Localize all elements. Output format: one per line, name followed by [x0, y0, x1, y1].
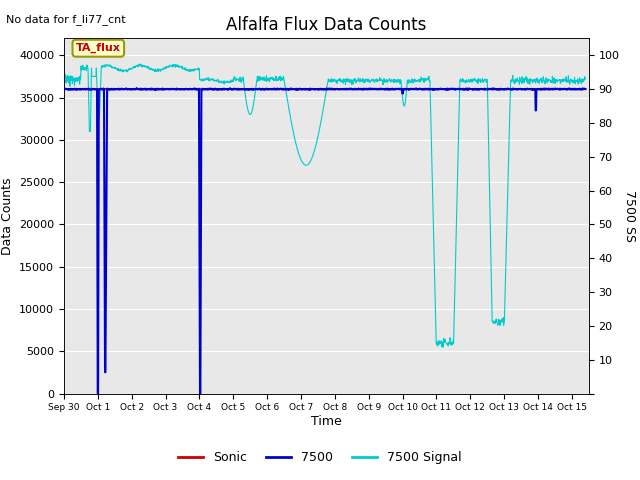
X-axis label: Time: Time — [311, 415, 342, 428]
Legend: Sonic, 7500, 7500 Signal: Sonic, 7500, 7500 Signal — [173, 446, 467, 469]
Y-axis label: Data Counts: Data Counts — [1, 177, 13, 255]
Text: TA_flux: TA_flux — [76, 43, 121, 53]
Y-axis label: 7500 SS: 7500 SS — [623, 190, 636, 242]
Text: No data for f_li77_cnt: No data for f_li77_cnt — [6, 14, 126, 25]
Title: Alfalfa Flux Data Counts: Alfalfa Flux Data Counts — [226, 16, 427, 34]
